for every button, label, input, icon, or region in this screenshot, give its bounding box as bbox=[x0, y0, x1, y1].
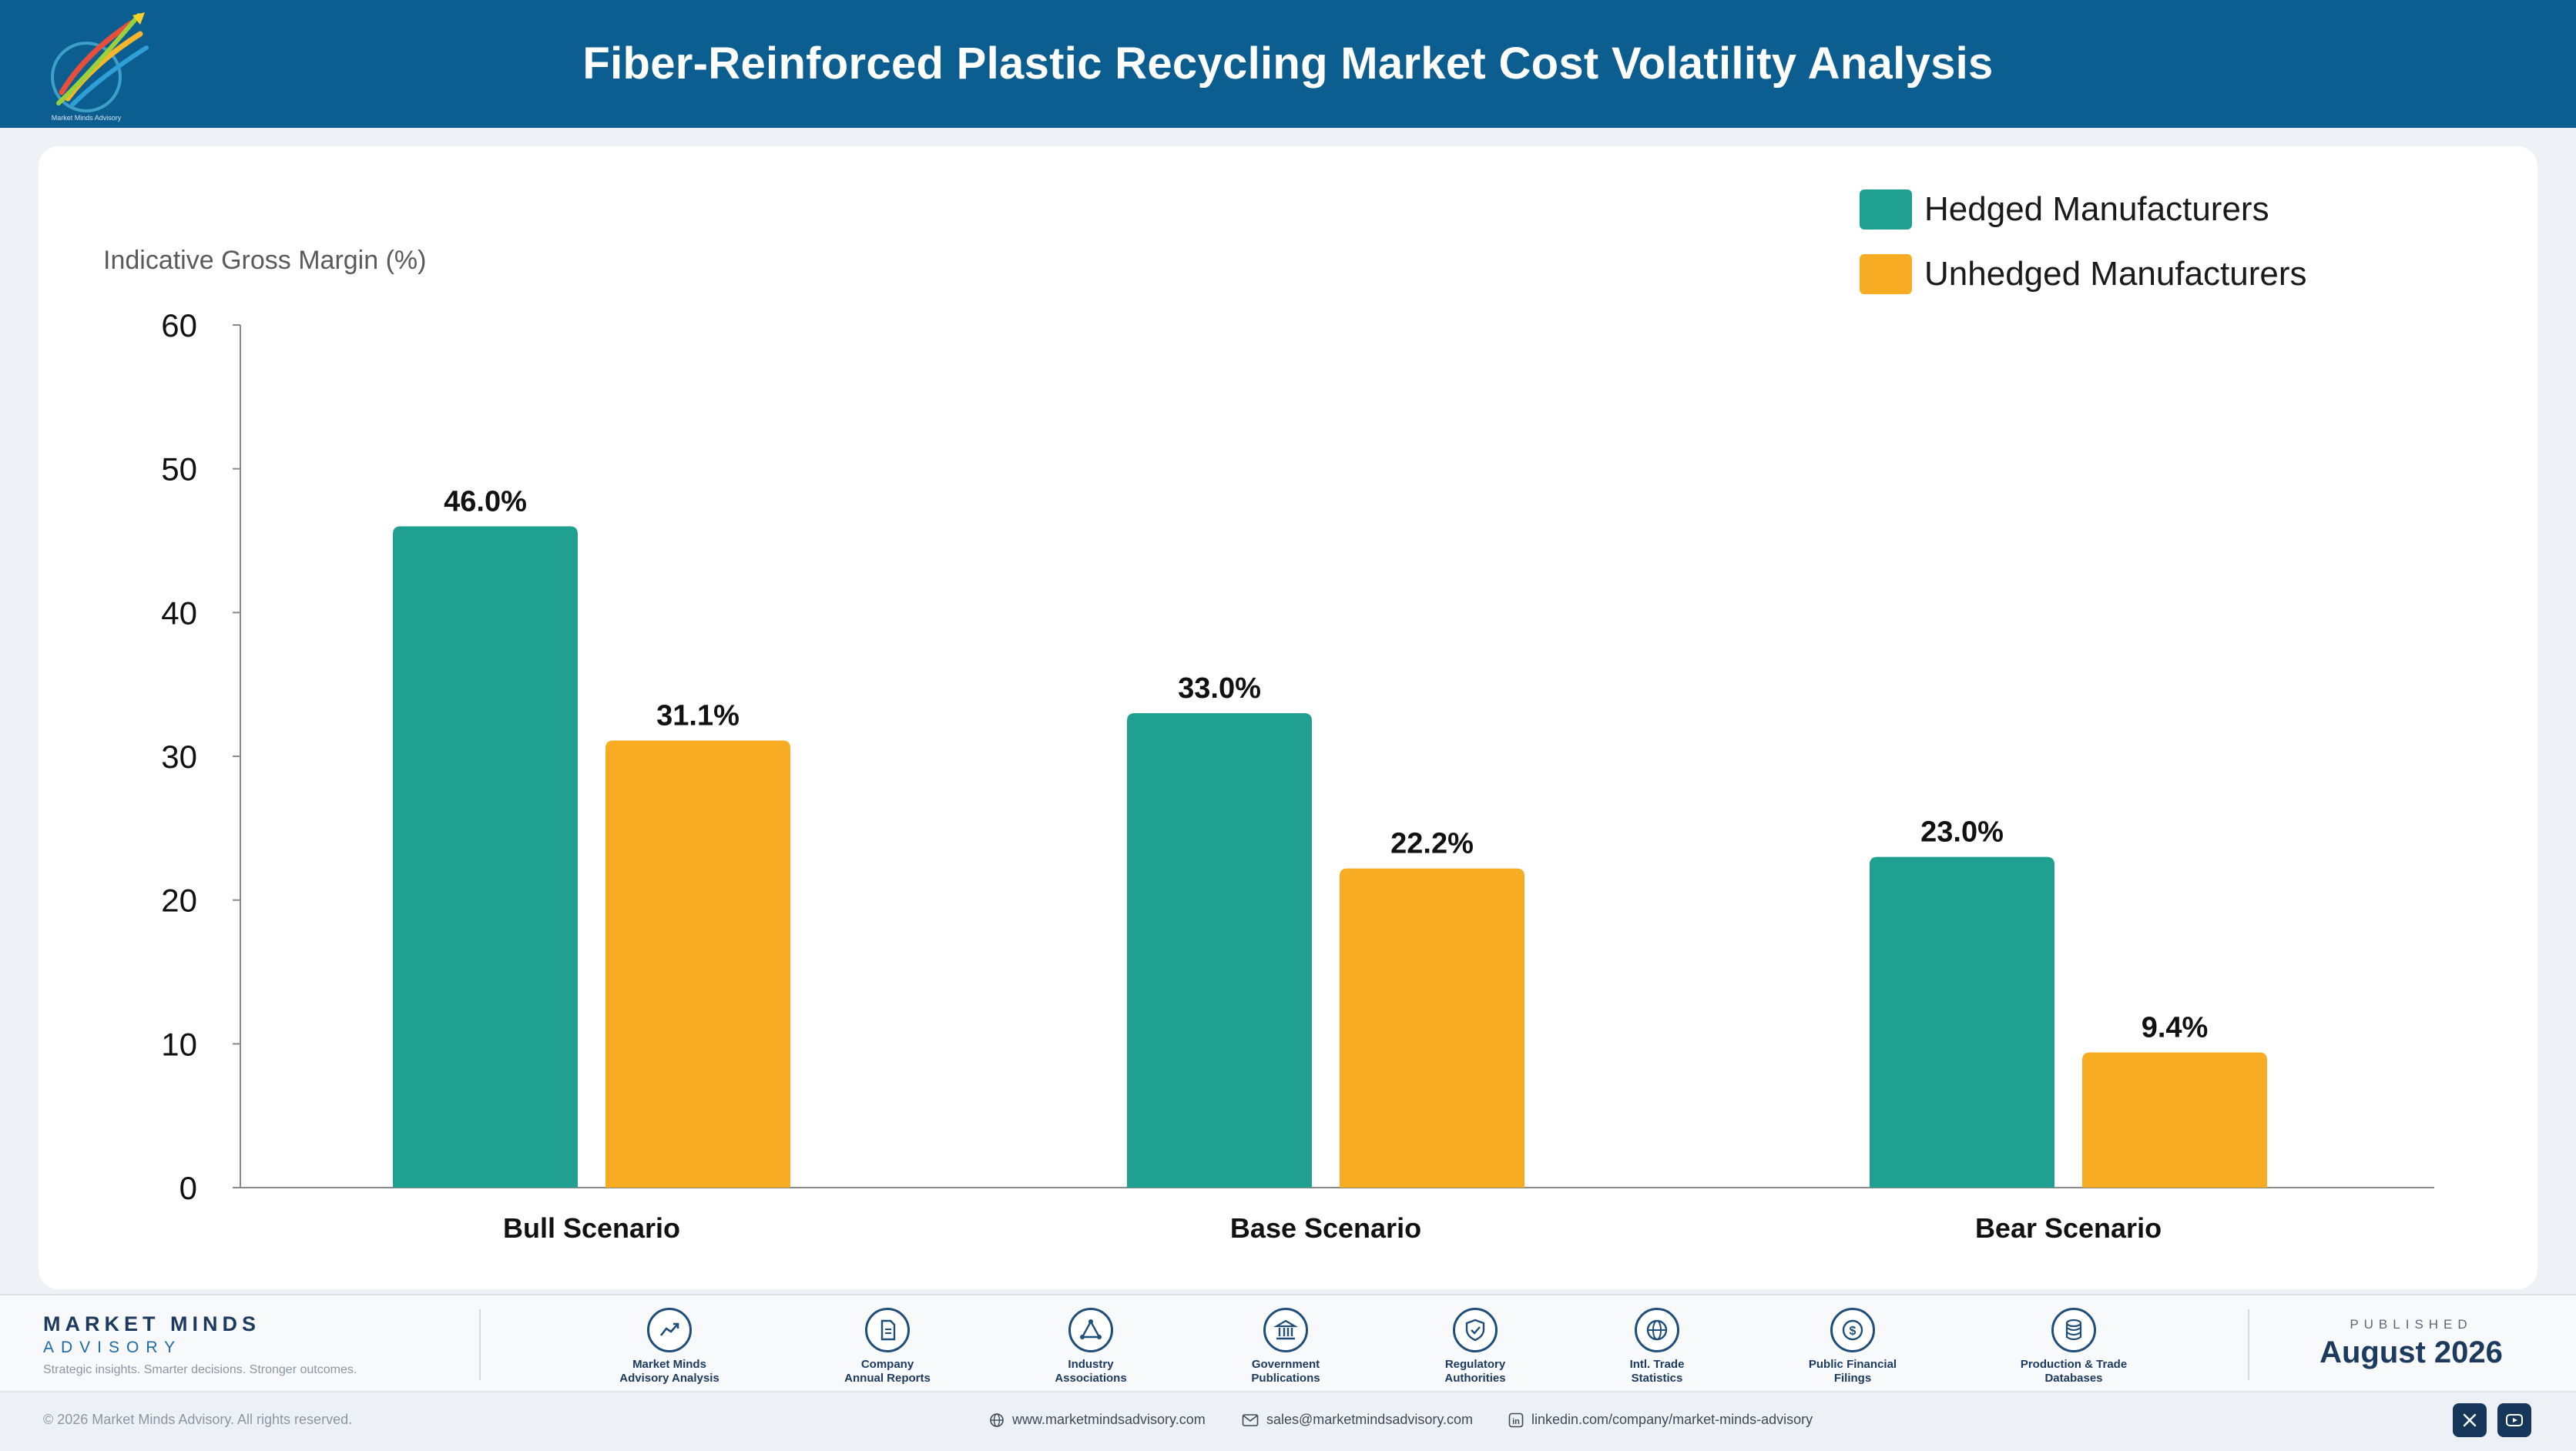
y-tick-label: 40 bbox=[161, 595, 197, 631]
y-tick-label: 0 bbox=[179, 1170, 197, 1206]
source-label: Public Financial Filings bbox=[1808, 1358, 1897, 1385]
y-tick-label: 10 bbox=[161, 1026, 197, 1062]
x-tick-label: Bear Scenario bbox=[1975, 1212, 2162, 1244]
legend-label: Unhedged Manufacturers bbox=[1924, 255, 2307, 293]
divider bbox=[479, 1309, 481, 1380]
data-label: 31.1% bbox=[656, 699, 740, 732]
source-item: Government Publications bbox=[1201, 1308, 1370, 1386]
network-icon bbox=[1068, 1308, 1113, 1352]
company-logo: Market Minds Advisory bbox=[51, 12, 149, 122]
data-label: 33.0% bbox=[1178, 672, 1261, 705]
legend-label: Hedged Manufacturers bbox=[1924, 190, 2269, 228]
bar-unhedged bbox=[605, 740, 790, 1188]
database-icon bbox=[2051, 1308, 2096, 1352]
linkedin-icon: in bbox=[1508, 1412, 1524, 1428]
email-link[interactable]: sales@marketmindsadvisory.com bbox=[1242, 1412, 1473, 1428]
trend-line-icon bbox=[647, 1308, 692, 1352]
source-item: Production & Trade Databases bbox=[1989, 1308, 2158, 1386]
footer: MARKET MINDS ADVISORY Strategic insights… bbox=[0, 1294, 2576, 1451]
source-label: Company Annual Reports bbox=[844, 1358, 931, 1385]
brand-subtitle: ADVISORY bbox=[43, 1339, 183, 1356]
globe-icon bbox=[1635, 1308, 1679, 1352]
globe-icon bbox=[989, 1412, 1005, 1428]
data-label: 9.4% bbox=[2142, 1012, 2209, 1044]
x-tick-label: Base Scenario bbox=[1230, 1212, 1421, 1244]
linkedin-text: linkedin.com/company/market-minds-adviso… bbox=[1531, 1412, 1813, 1427]
y-tick-label: 50 bbox=[161, 451, 197, 488]
bottom-bar: © 2026 Market Minds Advisory. All rights… bbox=[0, 1391, 2576, 1451]
linkedin-link[interactable]: in linkedin.com/company/market-minds-adv… bbox=[1508, 1412, 1813, 1428]
bar-hedged bbox=[393, 526, 578, 1188]
x-social-button[interactable] bbox=[2453, 1403, 2487, 1437]
svg-text:in: in bbox=[1512, 1417, 1520, 1426]
divider bbox=[2248, 1309, 2249, 1380]
source-item: Regulatory Authorities bbox=[1390, 1308, 1560, 1386]
chart-card: Indicative Gross Margin (%) 0 10 20 30 40 50 60… bbox=[39, 146, 2537, 1289]
y-tick-label: 60 bbox=[161, 307, 197, 343]
source-label: Industry Associations bbox=[1055, 1358, 1127, 1385]
data-label: 23.0% bbox=[1920, 816, 2004, 849]
source-label: Market Minds Advisory Analysis bbox=[619, 1358, 719, 1385]
legend-swatch bbox=[1860, 189, 1912, 230]
svg-text:Market Minds Advisory: Market Minds Advisory bbox=[52, 114, 122, 122]
source-item: $ Public Financial Filings bbox=[1768, 1308, 1937, 1386]
dollar-icon: $ bbox=[1830, 1308, 1875, 1352]
source-item: Industry Associations bbox=[1006, 1308, 1176, 1386]
source-label: Regulatory Authorities bbox=[1444, 1358, 1506, 1385]
bar-unhedged bbox=[1340, 868, 1524, 1188]
bank-icon bbox=[1263, 1308, 1308, 1352]
published-date: August 2026 bbox=[2319, 1335, 2503, 1369]
page-title: Fiber-Reinforced Plastic Recycling Marke… bbox=[582, 39, 1994, 89]
brand-tagline: Strategic insights. Smarter decisions. S… bbox=[43, 1363, 357, 1376]
website-link[interactable]: www.marketmindsadvisory.com bbox=[989, 1412, 1206, 1428]
email-text: sales@marketmindsadvisory.com bbox=[1266, 1412, 1474, 1427]
bar-hedged bbox=[1127, 713, 1312, 1188]
source-label: Government Publications bbox=[1251, 1358, 1320, 1385]
play-icon bbox=[2506, 1414, 2523, 1426]
source-item: Company Annual Reports bbox=[803, 1308, 972, 1386]
data-label: 46.0% bbox=[444, 485, 527, 518]
website-text: www.marketmindsadvisory.com bbox=[1012, 1412, 1206, 1427]
bar-unhedged bbox=[2082, 1052, 2267, 1188]
y-tick-label: 30 bbox=[161, 739, 197, 775]
mail-icon bbox=[1242, 1413, 1259, 1427]
bar-chart: Indicative Gross Margin (%) 0 10 20 30 40 50 60… bbox=[103, 189, 2434, 1244]
y-tick-label: 20 bbox=[161, 883, 197, 919]
data-label: 22.2% bbox=[1390, 828, 1474, 860]
source-label: Intl. Trade Statistics bbox=[1629, 1358, 1685, 1385]
legend-swatch bbox=[1860, 254, 1912, 294]
source-label: Production & Trade Databases bbox=[2020, 1358, 2128, 1385]
source-item: Intl. Trade Statistics bbox=[1572, 1308, 1742, 1386]
x-icon bbox=[2463, 1413, 2477, 1427]
y-axis-title: Indicative Gross Margin (%) bbox=[103, 246, 426, 275]
published-label: PUBLISHED bbox=[2350, 1317, 2473, 1332]
svg-text:$: $ bbox=[1850, 1325, 1857, 1338]
copyright-text: © 2026 Market Minds Advisory. All rights… bbox=[43, 1412, 353, 1427]
brand-name: MARKET MINDS bbox=[43, 1312, 260, 1335]
youtube-social-button[interactable] bbox=[2497, 1403, 2531, 1437]
bar-hedged bbox=[1870, 856, 2054, 1188]
x-tick-label: Bull Scenario bbox=[503, 1212, 680, 1244]
source-item: Market Minds Advisory Analysis bbox=[585, 1308, 754, 1386]
document-icon bbox=[865, 1308, 910, 1352]
shield-check-icon bbox=[1453, 1308, 1498, 1352]
header-bar: Market Minds Advisory Fiber-Reinforced P… bbox=[0, 0, 2576, 128]
